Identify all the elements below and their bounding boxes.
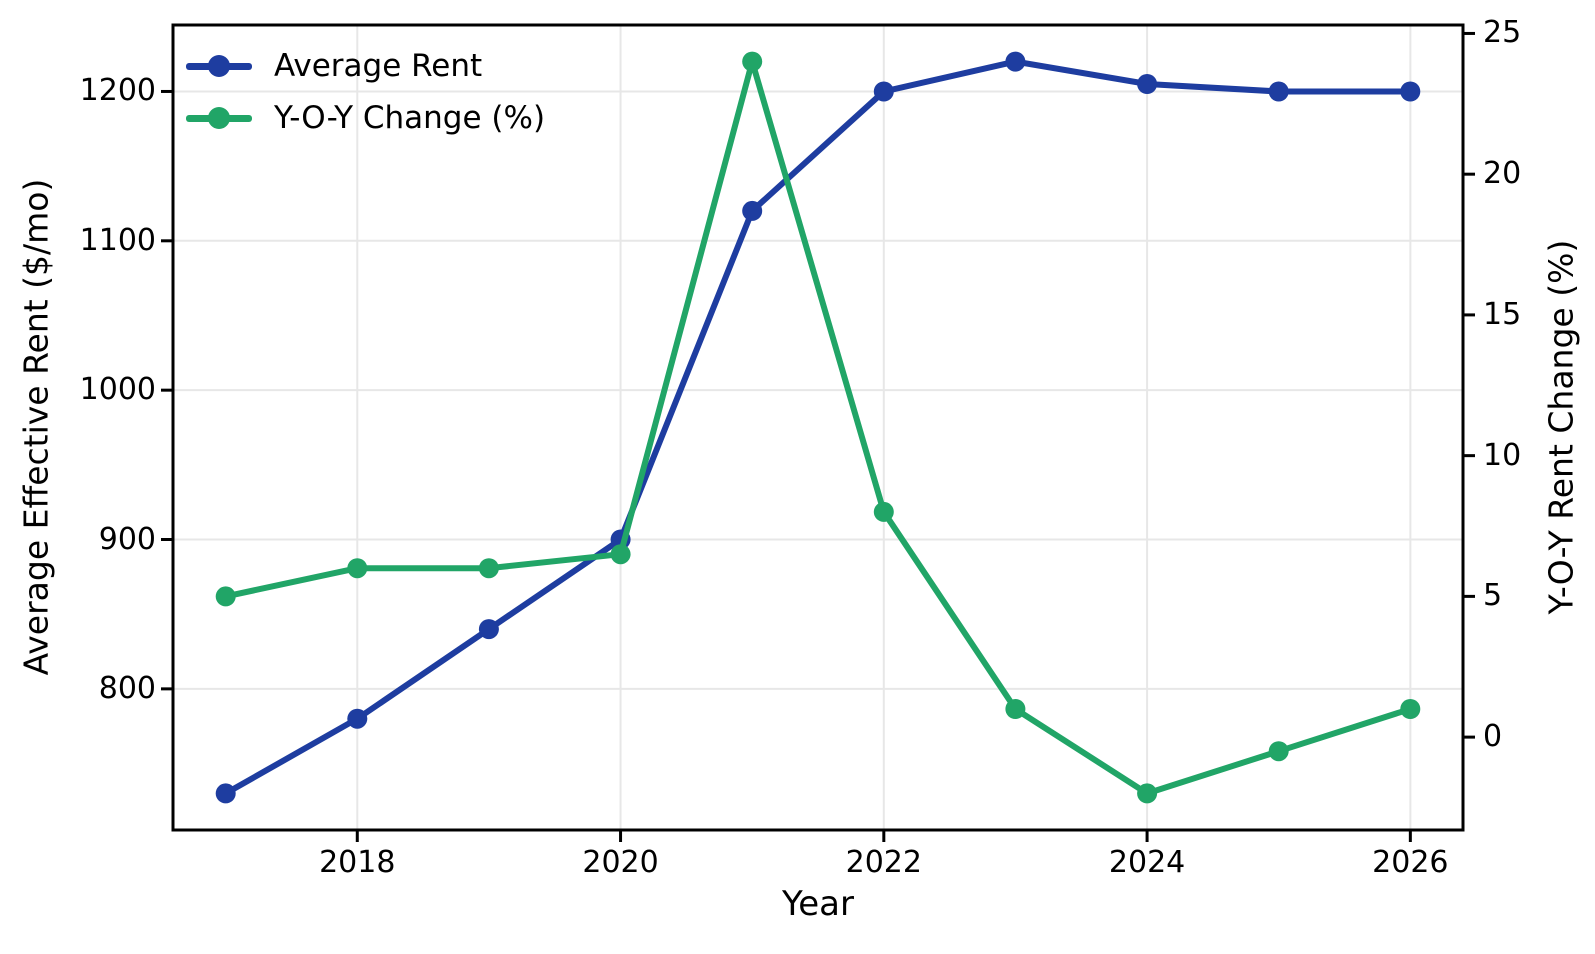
data-point — [742, 51, 763, 72]
legend-line-marker-icon — [186, 55, 252, 77]
series-line-average-rent — [222, 58, 1414, 797]
axes-spines — [171, 23, 1465, 832]
legend: Average Rent Y-O-Y Change (%) — [186, 44, 545, 140]
x-tick-label: 2024 — [1108, 845, 1186, 880]
legend-dot-icon — [208, 107, 230, 129]
x-tick-label: 2022 — [845, 845, 922, 880]
x-tick-label: 2020 — [582, 845, 659, 880]
right-tick-label: 25 — [1483, 15, 1522, 51]
left-tick-label: 1200 — [79, 73, 156, 109]
right-tick-label: 0 — [1483, 719, 1503, 755]
data-point — [610, 544, 631, 565]
right-tick-label: 15 — [1483, 296, 1522, 332]
data-point — [873, 81, 894, 102]
data-point — [347, 708, 368, 729]
data-point — [1268, 741, 1289, 762]
data-point — [873, 501, 894, 522]
data-point — [1137, 74, 1158, 94]
left-tick-label: 800 — [98, 670, 156, 706]
legend-line-marker-icon — [186, 107, 252, 129]
x-tick-label: 2018 — [319, 845, 396, 880]
data-point — [1005, 699, 1026, 719]
data-point — [1400, 699, 1421, 719]
legend-item: Y-O-Y Change (%) — [186, 96, 545, 140]
right-tick-label: 5 — [1483, 578, 1503, 614]
data-point — [478, 558, 499, 579]
data-point — [478, 619, 499, 640]
legend-label: Y-O-Y Change (%) — [274, 100, 546, 136]
x-tick-label: 2026 — [1372, 845, 1449, 880]
legend-dot-icon — [208, 55, 230, 77]
legend-label: Average Rent — [274, 48, 483, 84]
right-tick-label: 10 — [1483, 437, 1522, 473]
left-tick-label: 900 — [98, 521, 156, 557]
left-tick-label: 1000 — [79, 372, 156, 408]
series-line-y-o-y-change- — [222, 58, 1414, 797]
data-point — [1268, 81, 1289, 102]
x-axis-title: Year — [782, 884, 854, 924]
data-point — [215, 783, 236, 804]
data-point — [742, 200, 763, 221]
left-tick-label: 1100 — [79, 222, 156, 258]
data-point — [1137, 783, 1158, 804]
legend-item: Average Rent — [186, 44, 545, 88]
right-tick-label: 20 — [1483, 156, 1522, 192]
data-point — [1005, 51, 1026, 72]
data-point — [215, 586, 236, 607]
data-point — [1400, 81, 1421, 102]
data-point — [347, 558, 368, 579]
